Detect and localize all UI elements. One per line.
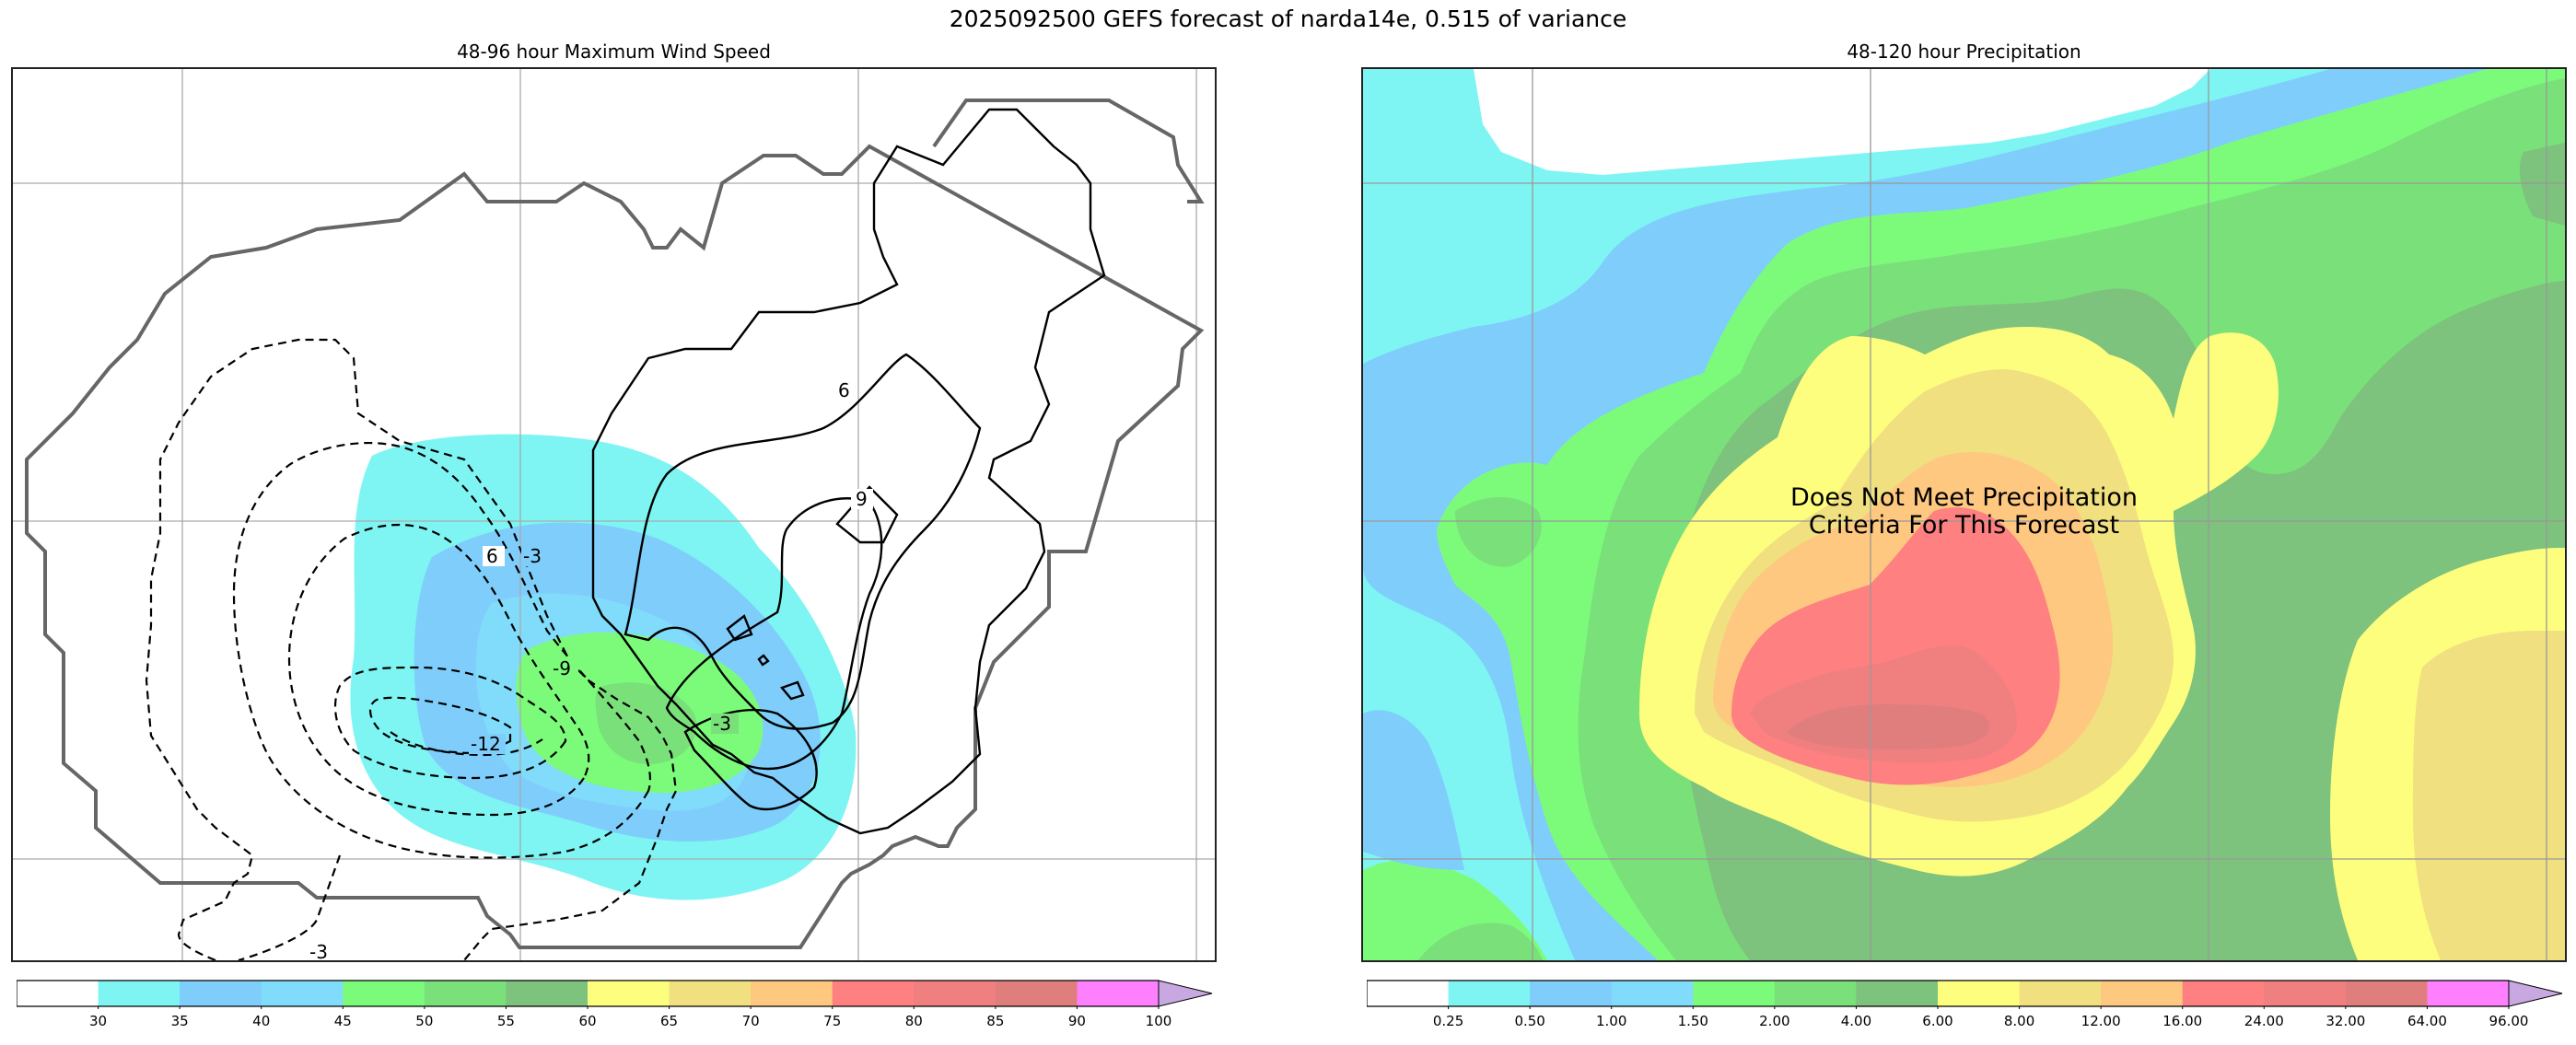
precip-colorbar-swatch — [2182, 981, 2265, 1006]
precip-colorbar-tick-label: 1.50 — [1677, 1013, 1708, 1029]
precip-colorbar-tick-label: 12.00 — [2081, 1013, 2121, 1029]
precip-colorbar-swatch — [1367, 981, 1450, 1006]
precip-note-line1: Does Not Meet Precipitation — [1790, 483, 2138, 512]
precip-colorbar-swatch — [2101, 981, 2184, 1006]
precip-colorbar-tick-label: 16.00 — [2162, 1013, 2203, 1029]
wind-colorbar-tick-label: 50 — [415, 1013, 434, 1029]
wind-colorbar-swatch — [261, 981, 344, 1006]
wind-colorbar-tick-label: 70 — [741, 1013, 760, 1029]
wind-colorbar-tick-label: 55 — [496, 1013, 515, 1029]
precip-colorbar-swatch — [2345, 981, 2429, 1006]
precip-colorbar-swatch — [1693, 981, 1776, 1006]
precip-colorbar-tick-label: 2.00 — [1759, 1013, 1790, 1029]
wind-colorbar-swatch — [424, 981, 507, 1006]
wind-colorbar-tick-label: 100 — [1145, 1013, 1172, 1029]
precip-colorbar-tick-label: 0.50 — [1514, 1013, 1545, 1029]
precip-colorbar-tick-label: 32.00 — [2325, 1013, 2366, 1029]
precip-colorbar-tick-label: 6.00 — [1922, 1013, 1953, 1029]
wind-colorbar — [17, 980, 1213, 1009]
wind-colorbar-tick-label: 40 — [252, 1013, 271, 1029]
precip-colorbar-tick-label: 96.00 — [2489, 1013, 2529, 1029]
wind-colorbar-tick-label: 80 — [904, 1013, 923, 1029]
wind-panel-title: 48-96 hour Maximum Wind Speed — [457, 41, 771, 63]
wind-colorbar-swatch — [17, 981, 99, 1006]
contour-label: -3 — [309, 941, 328, 960]
precip-criteria-note: Does Not Meet Precipitation Criteria For… — [1361, 484, 2567, 540]
wind-colorbar-swatch — [506, 981, 589, 1006]
precip-map — [1363, 69, 2565, 960]
precip-colorbar-tick-label: 24.00 — [2244, 1013, 2284, 1029]
wind-colorbar-swatch — [669, 981, 752, 1006]
precip-colorbar-extend-arrow — [2508, 980, 2563, 1007]
wind-colorbar-tick-label: 45 — [333, 1013, 352, 1029]
precip-colorbar-tick-label: 4.00 — [1840, 1013, 1872, 1029]
wind-colorbar-swatch — [343, 981, 425, 1006]
wind-colorbar-tick-label: 75 — [823, 1013, 842, 1029]
contour-label: -12 — [471, 733, 501, 755]
wind-mask-boundary — [25, 99, 1205, 949]
contour-label: 6 — [838, 379, 850, 401]
wind-colorbar-swatch — [588, 981, 670, 1006]
contour-label: -9 — [553, 657, 571, 679]
precip-colorbar-tick-label: 8.00 — [2003, 1013, 2035, 1029]
wind-colorbar-swatch — [1077, 981, 1160, 1006]
contour-label: 9 — [856, 488, 868, 510]
wind-colorbar-swatch — [751, 981, 833, 1006]
precip-colorbar-tick-label: 0.25 — [1432, 1013, 1464, 1029]
wind-colorbar-swatch — [832, 981, 915, 1006]
precip-colorbar-swatch — [1448, 981, 1531, 1006]
precip-colorbar-swatch — [1774, 981, 1858, 1006]
wind-colorbar-swatch — [98, 981, 181, 1006]
figure-title: 2025092500 GEFS forecast of narda14e, 0.… — [949, 6, 1627, 32]
precip-shade-64.00 — [1787, 704, 1990, 750]
precip-colorbar — [1367, 980, 2563, 1009]
wind-colorbar-tick-label: 60 — [578, 1013, 597, 1029]
wind-colorbar-swatch — [180, 981, 262, 1006]
contour-label: 6 — [486, 545, 498, 567]
wind-map: 6 9 6 -3 -9 -3 -12 -3 — [13, 69, 1215, 960]
wind-colorbar-tick-label: 85 — [986, 1013, 1005, 1029]
contour-label: -3 — [713, 713, 731, 735]
wind-colorbar-extend-arrow — [1158, 980, 1213, 1007]
precip-blank-area — [1474, 69, 2210, 175]
wind-colorbar-tick-label: 30 — [89, 1013, 108, 1029]
wind-colorbar-tick-label: 35 — [170, 1013, 189, 1029]
wind-colorbar-swatch — [995, 981, 1078, 1006]
precip-panel-title: 48-120 hour Precipitation — [1847, 41, 2081, 63]
wind-shade-50 — [595, 682, 697, 764]
precip-colorbar-swatch — [1530, 981, 1613, 1006]
precip-colorbar-swatch — [1611, 981, 1694, 1006]
precip-map-panel — [1361, 67, 2567, 962]
precip-colorbar-tick-label: 64.00 — [2407, 1013, 2447, 1029]
wind-negative-contours — [145, 338, 678, 960]
precip-colorbar-swatch — [2264, 981, 2347, 1006]
precip-shade-1.00 — [1363, 710, 1464, 870]
wind-colorbar-tick-label: 90 — [1067, 1013, 1086, 1029]
wind-colorbar-tick-label: 65 — [660, 1013, 679, 1029]
wind-map-panel: 6 9 6 -3 -9 -3 -12 -3 — [11, 67, 1217, 962]
precip-colorbar-swatch — [1938, 981, 2021, 1006]
precip-colorbar-swatch — [1856, 981, 1939, 1006]
precip-note-line2: Criteria For This Forecast — [1808, 511, 2120, 540]
precip-colorbar-swatch — [2019, 981, 2102, 1006]
precip-colorbar-swatch — [2427, 981, 2510, 1006]
precip-colorbar-tick-label: 1.00 — [1596, 1013, 1627, 1029]
precip-grid — [1363, 69, 2565, 960]
contour-label: -3 — [523, 545, 542, 567]
wind-colorbar-swatch — [914, 981, 997, 1006]
